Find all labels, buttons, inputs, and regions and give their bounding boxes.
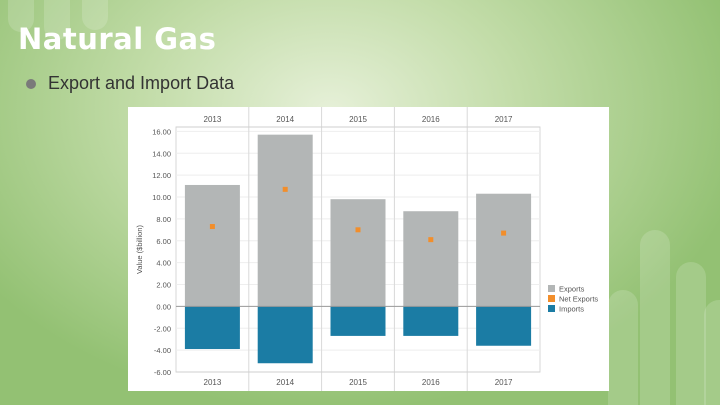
- point-net-exports: [282, 186, 288, 192]
- y-tick-label: 0.00: [156, 302, 171, 311]
- x-tick-label-bottom: 2014: [276, 378, 294, 387]
- y-tick-label: 6.00: [156, 237, 171, 246]
- decor-pill: [608, 290, 638, 405]
- x-tick-label-top: 2014: [276, 115, 294, 124]
- bar-imports: [403, 306, 459, 336]
- x-tick-label-top: 2016: [422, 115, 440, 124]
- y-tick-label: 14.00: [152, 149, 171, 158]
- bullet-text: Export and Import Data: [48, 73, 235, 93]
- decor-pill: [44, 0, 70, 40]
- legend-swatch-imports: [548, 305, 555, 312]
- legend-label: Exports: [559, 285, 585, 294]
- legend-swatch-exports: [548, 285, 555, 292]
- x-tick-label-top: 2015: [349, 115, 367, 124]
- point-net-exports: [355, 227, 361, 233]
- bullet-item: Export and Import Data: [26, 73, 234, 94]
- decor-pill: [704, 300, 720, 405]
- bullet-dot-icon: [26, 78, 36, 89]
- y-tick-label: 8.00: [156, 215, 171, 224]
- bar-imports: [257, 306, 313, 364]
- bar-exports: [330, 199, 386, 307]
- x-tick-label-bottom: 2016: [422, 378, 440, 387]
- slide-title: Natural Gas: [18, 22, 217, 56]
- legend-label: Imports: [559, 305, 584, 314]
- bar-chart: 2013 2013 2014 2014 2015 2015 2016 2016 2017 2017…: [135, 107, 598, 391]
- y-tick-label: 10.00: [152, 193, 171, 202]
- y-tick-label: 12.00: [152, 171, 171, 180]
- decor-pill: [8, 0, 34, 32]
- point-net-exports: [428, 237, 434, 243]
- y-axis-label: Value ($billion): [135, 224, 144, 274]
- x-tick-label-bottom: 2017: [495, 378, 513, 387]
- y-tick-label: -2.00: [154, 324, 171, 333]
- y-tick-label: 16.00: [152, 127, 171, 136]
- decor-pill: [640, 230, 670, 405]
- legend-label: Net Exports: [559, 295, 598, 304]
- bar-imports: [476, 306, 532, 346]
- bar-imports: [184, 306, 240, 350]
- bar-imports: [330, 306, 386, 336]
- y-tick-label: -6.00: [154, 368, 171, 377]
- y-tick-label: 2.00: [156, 281, 171, 290]
- x-tick-label-bottom: 2015: [349, 378, 367, 387]
- y-tick-label: -4.00: [154, 346, 171, 355]
- decor-pill: [82, 0, 108, 30]
- bar-exports: [184, 184, 240, 307]
- bar-exports: [257, 134, 313, 307]
- bar-exports: [403, 211, 459, 307]
- decor-pill: [676, 262, 706, 405]
- y-tick-label: 4.00: [156, 259, 171, 268]
- x-tick-label-top: 2017: [495, 115, 513, 124]
- point-net-exports: [501, 230, 507, 236]
- legend-swatch-net-exports: [548, 295, 555, 302]
- x-tick-label-bottom: 2013: [204, 378, 222, 387]
- x-tick-label-top: 2013: [204, 115, 222, 124]
- chart-panel: 2013 2013 2014 2014 2015 2015 2016 2016 2017 2017…: [128, 107, 609, 391]
- point-net-exports: [209, 224, 215, 230]
- bar-exports: [476, 193, 532, 307]
